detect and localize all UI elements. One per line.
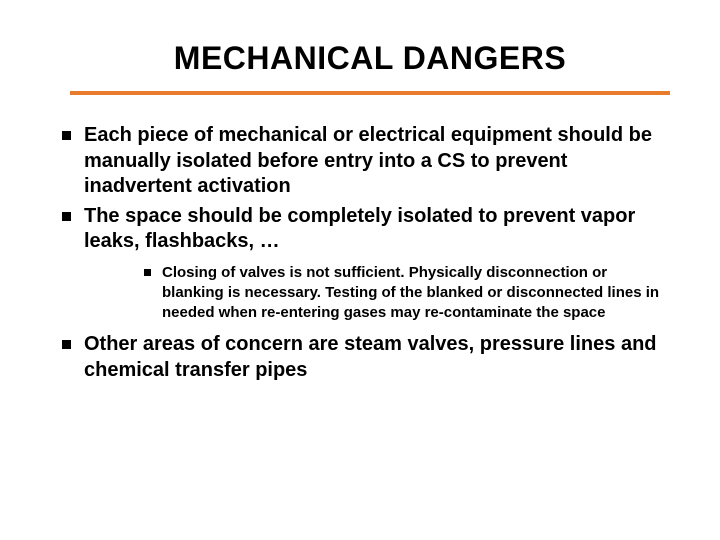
bullet-item: The space should be completely isolated … [56,204,670,323]
bullet-item: Other areas of concern are steam valves,… [56,332,670,383]
slide-title: MECHANICAL DANGERS [80,40,660,77]
bullet-text: The space should be completely isolated … [84,205,635,253]
bullet-item: Each piece of mechanical or electrical e… [56,123,670,200]
title-underline [70,91,670,95]
slide: MECHANICAL DANGERS Each piece of mechani… [0,0,720,540]
bullet-list: Each piece of mechanical or electrical e… [56,123,670,384]
sub-bullet-item: Closing of valves is not sufficient. Phy… [140,263,670,322]
sub-bullet-list: Closing of valves is not sufficient. Phy… [140,263,670,322]
